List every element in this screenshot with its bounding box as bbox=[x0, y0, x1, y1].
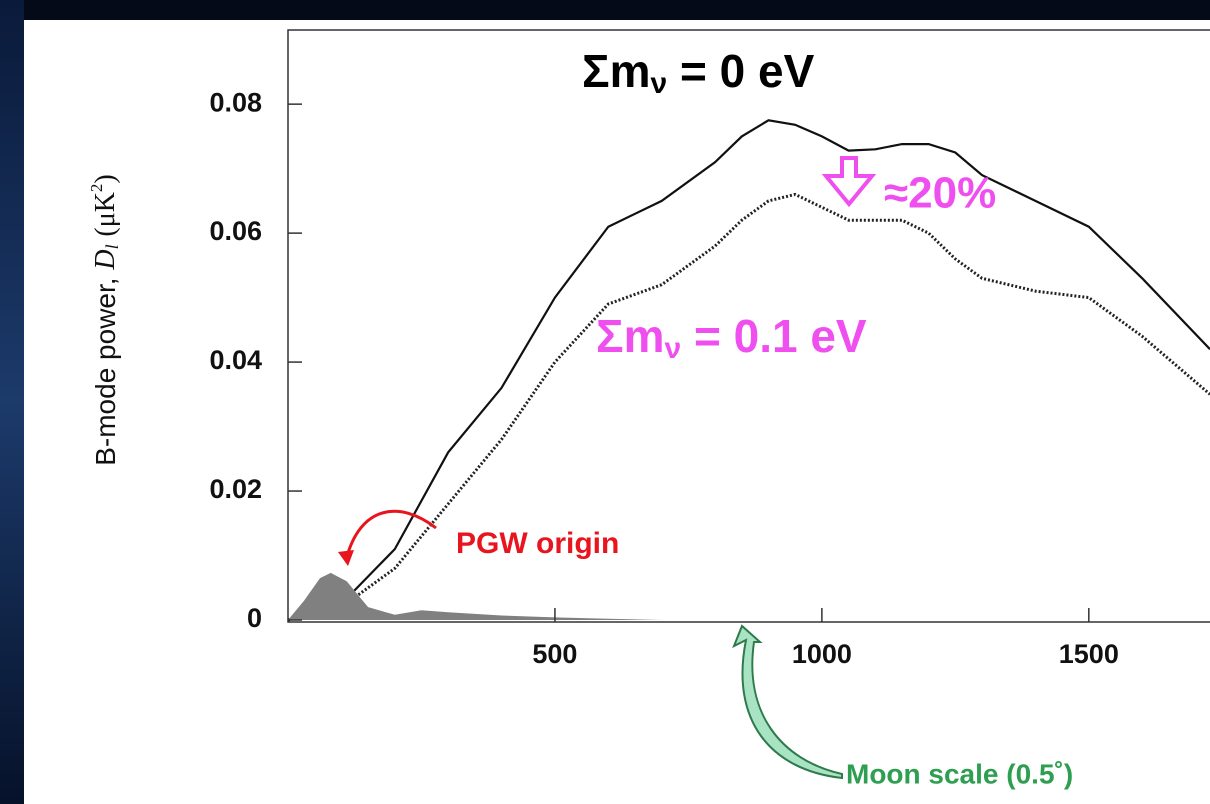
annotation-drop: ≈20% bbox=[884, 169, 996, 218]
ann-sub: ν bbox=[665, 332, 682, 365]
moon-arrow bbox=[732, 624, 843, 780]
plot-area bbox=[287, 119, 1210, 622]
pgw-arrow bbox=[344, 509, 437, 561]
y-tick-label: 0.08 bbox=[209, 87, 262, 117]
y-tick-label: 0 bbox=[247, 603, 262, 633]
pgw-area bbox=[288, 572, 662, 620]
y-label-unit: (μK bbox=[90, 192, 121, 237]
annotation-pgw: PGW origin bbox=[456, 527, 619, 560]
ann-rest: = 0.1 eV bbox=[681, 310, 867, 362]
y-label-unit-close: ) bbox=[90, 174, 121, 183]
y-label-symbol: D bbox=[90, 249, 121, 270]
drop-arrow bbox=[821, 156, 877, 208]
annotation-massive: Σmν = 0.1 eV bbox=[596, 310, 867, 365]
y-tick-label: 0.02 bbox=[209, 474, 262, 504]
y-label-power: 2 bbox=[87, 184, 106, 193]
plot-frame bbox=[287, 29, 1210, 623]
ann-text: Σm bbox=[596, 310, 665, 362]
y-tick-label: 0.04 bbox=[209, 345, 262, 375]
y-label-text: B-mode power, bbox=[90, 277, 121, 465]
series-line bbox=[287, 192, 1210, 622]
ann-sub: ν bbox=[651, 67, 668, 100]
x-tick-label: 500 bbox=[532, 639, 577, 669]
ann-rest: = 0 eV bbox=[667, 45, 814, 97]
ann-text: Σm bbox=[582, 45, 651, 97]
annotation-moon: Moon scale (0.5˚) bbox=[846, 758, 1073, 789]
y-tick-label: 0.06 bbox=[209, 216, 262, 246]
left-band bbox=[0, 0, 24, 804]
series-line bbox=[287, 119, 1210, 622]
y-axis-label: B-mode power, Dl (μK2) bbox=[87, 174, 127, 466]
x-tick-label: 1500 bbox=[1059, 639, 1119, 669]
top-band bbox=[0, 0, 1210, 20]
x-tick-label: 1000 bbox=[792, 639, 852, 669]
pgw-arrow-head bbox=[338, 550, 354, 566]
y-label-subscript: l bbox=[102, 244, 122, 249]
annotation-massless: Σmν = 0 eV bbox=[582, 45, 815, 100]
